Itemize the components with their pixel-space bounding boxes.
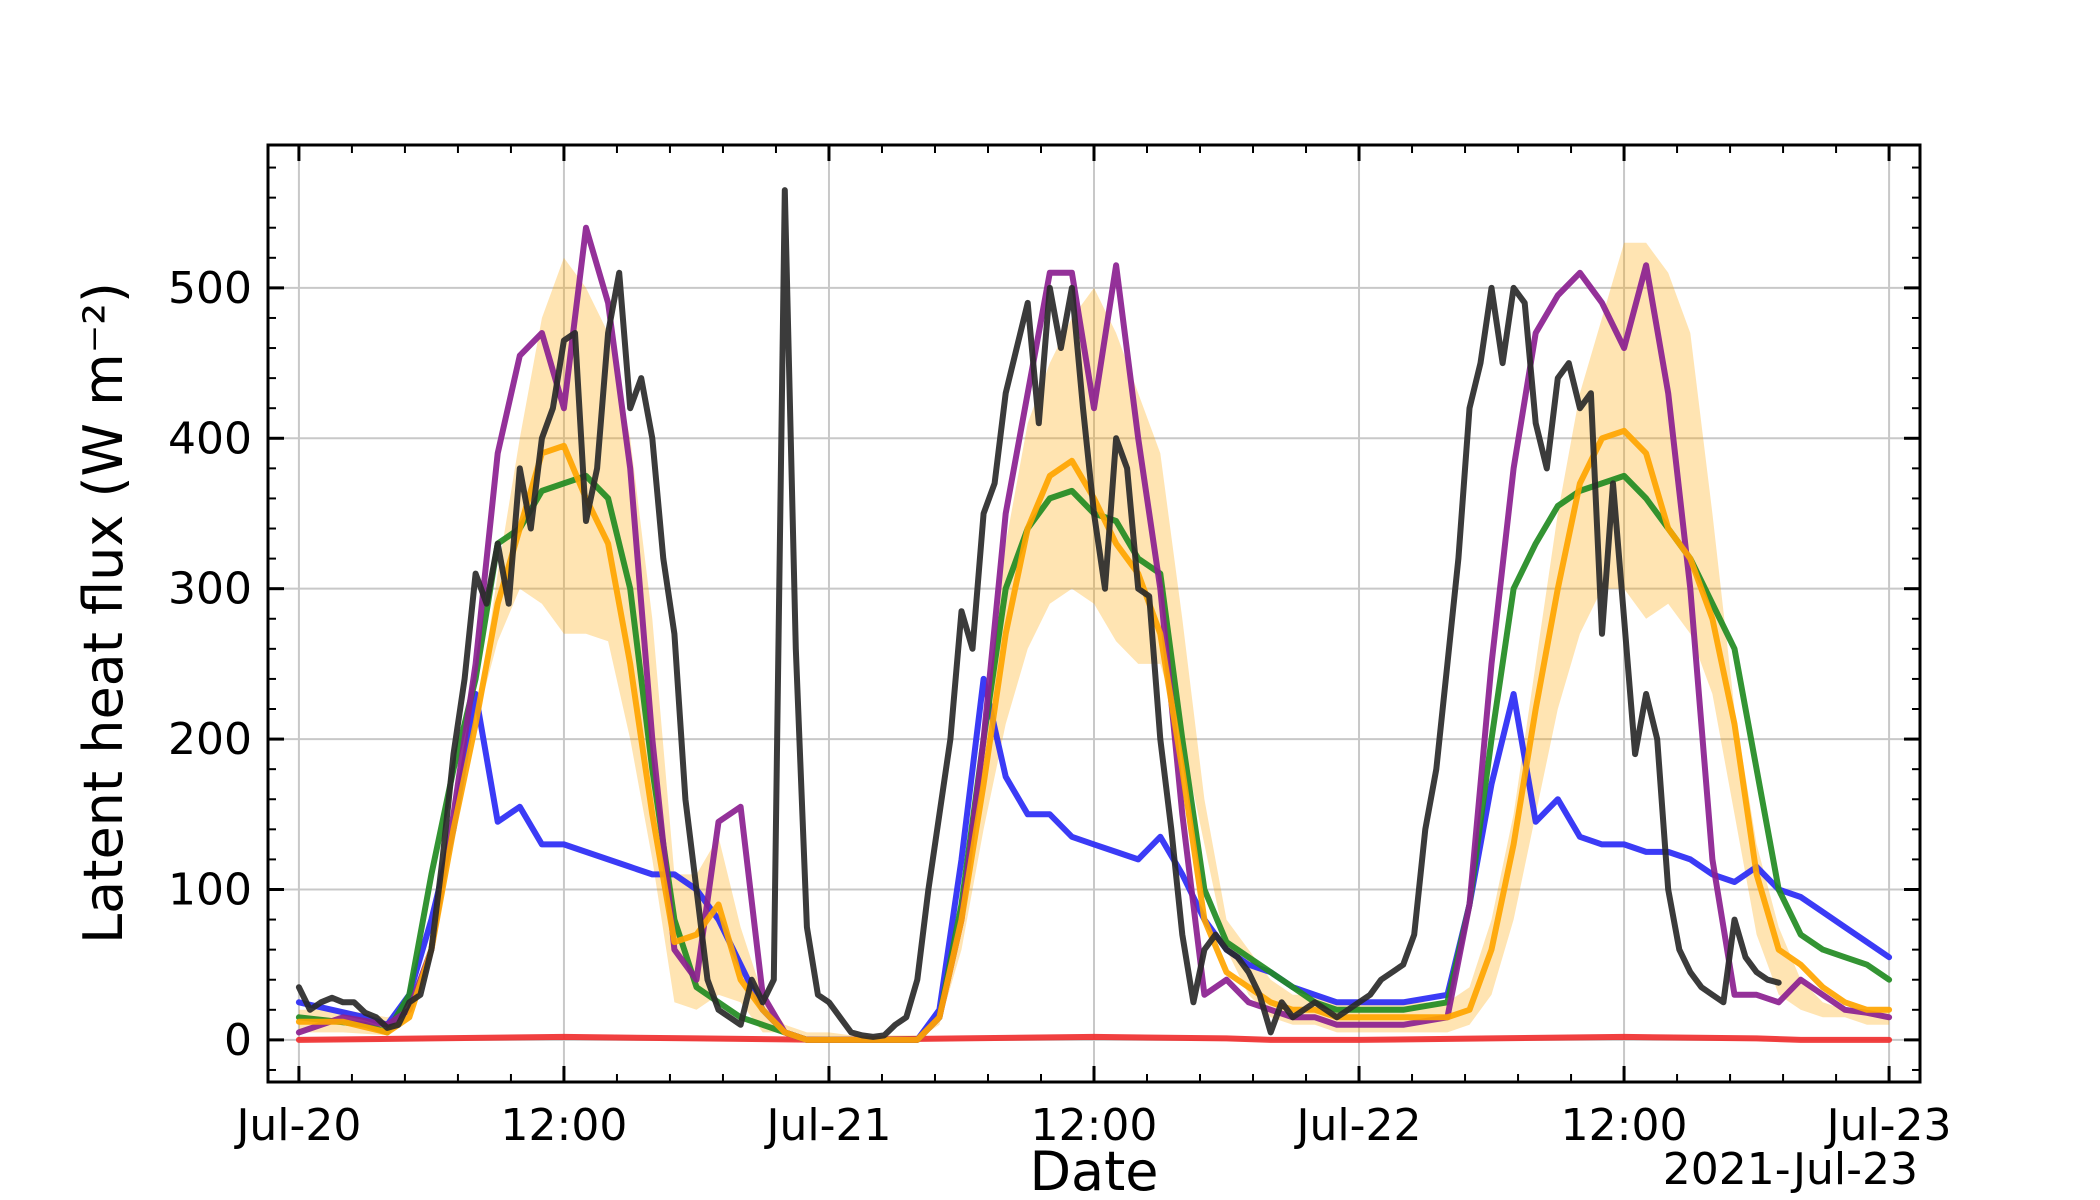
date-annotation: 2021-Jul-23 [1663,1144,1918,1195]
x-tick-label: Jul-20 [233,1100,361,1151]
series-line-black [295,187,1782,1040]
series-layer [295,187,1893,1043]
y-tick-label: 200 [168,714,252,765]
y-tick-label: 0 [224,1015,252,1066]
x-tick-label: 12:00 [501,1100,628,1151]
x-tick-label: Jul-22 [1294,1100,1422,1151]
x-tick-label: Jul-21 [763,1100,891,1151]
y-tick-label: 300 [168,564,252,615]
y-axis-label: Latent heat flux (W m⁻²) [72,282,135,944]
y-tick-label: 100 [168,864,252,915]
series-line-red [295,1033,1893,1043]
x-tick-label: 12:00 [1561,1100,1688,1151]
series-line-blue [295,675,1893,1043]
ticks: Jul-20 12:00 Jul-21 12:00 Jul-22 12:00 Jul-23 0… [168,145,1952,1151]
x-tick-label: Jul-23 [1824,1100,1952,1151]
x-tick-label: 12:00 [1031,1100,1158,1151]
series-line-purple [295,224,1893,1043]
y-tick-label: 400 [168,413,252,464]
x-axis-label: Date [1029,1140,1158,1200]
y-tick-label: 500 [168,263,252,314]
